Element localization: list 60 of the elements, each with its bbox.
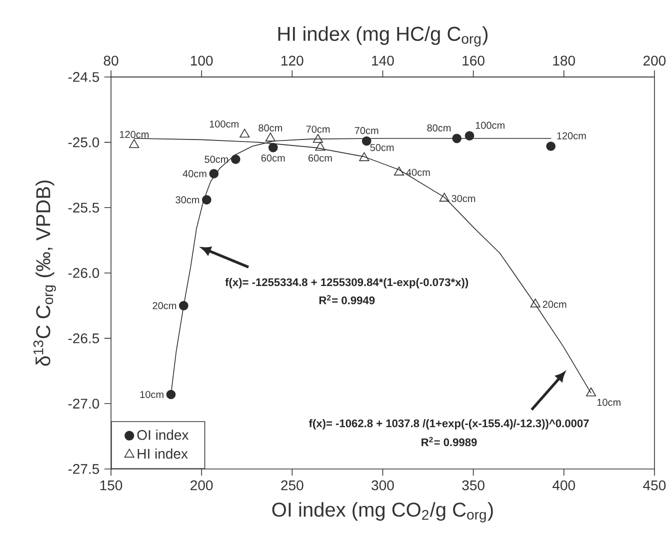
x-tick-label: 250 — [281, 480, 304, 490]
y-tick-label: -27.0 — [68, 398, 100, 409]
x2-tick-label: 120 — [282, 56, 304, 66]
x-tick-label: 450 — [643, 480, 666, 490]
annotation: 100cm — [476, 122, 504, 129]
point — [230, 154, 240, 164]
x2-tick-label: 100 — [190, 56, 213, 66]
annotation: 100cm — [210, 120, 238, 128]
annotation: 20cm — [152, 302, 176, 310]
point — [452, 134, 462, 144]
annotation: 50cm — [204, 156, 228, 163]
point — [362, 136, 372, 146]
x2-tick-label: 200 — [643, 56, 666, 66]
annotation: 10cm — [140, 390, 164, 398]
x-tick-label: 400 — [552, 480, 576, 490]
y-axis-title: δ$^{13}$C C$_{org}$ (‰, VPDB) — [33, 180, 56, 366]
annotation: 50cm — [370, 144, 394, 152]
annotation: 40cm — [406, 168, 430, 176]
y-tick-label: -26.5 — [68, 333, 100, 344]
annotation: 120cm — [557, 132, 586, 140]
annotation: 60cm — [261, 154, 285, 162]
y-tick-label: -27.5 — [68, 464, 100, 474]
point — [268, 142, 278, 152]
x2-tick-label: 160 — [462, 56, 484, 66]
x-tick-label: 200 — [190, 480, 213, 490]
legend-label: OI index — [137, 430, 189, 440]
x2-tick-label: 80 — [104, 56, 118, 66]
point — [202, 195, 212, 204]
annotation: R$^{2}$= 0.9949 — [319, 295, 375, 304]
annotation: 70cm — [306, 126, 330, 133]
annotation: 80cm — [427, 124, 451, 132]
annotation: R$^{2}$= 0.9989 — [422, 436, 477, 446]
x-tick-label: 350 — [462, 480, 484, 490]
point — [546, 142, 556, 151]
annotation: 80cm — [258, 124, 282, 132]
y-tick-label: -26.0 — [68, 268, 100, 278]
annotation: 40cm — [182, 170, 206, 178]
point — [178, 300, 188, 310]
point — [166, 390, 176, 400]
annotation: 70cm — [354, 127, 378, 134]
y-tick-label: -24.5 — [68, 72, 100, 82]
annotation: 20cm — [542, 300, 566, 308]
y-tick-label: -25.0 — [68, 137, 100, 148]
annotation: f(x)= -1255334.8 + 1255309.84*(1-exp(-0.073*x)) — [225, 278, 468, 288]
annotation: 30cm — [452, 194, 476, 202]
point — [209, 169, 219, 178]
annotation: 30cm — [176, 196, 200, 204]
x-tick-label: 150 — [100, 480, 122, 490]
x2-tick-label: 180 — [553, 56, 576, 66]
annotation: 120cm — [120, 130, 149, 138]
x-tick-label: 300 — [372, 480, 394, 490]
legend-label: HI index — [138, 448, 188, 459]
x2-tick-label: 140 — [372, 56, 394, 66]
y-tick-label: -25.5 — [68, 202, 100, 213]
annotation: f(x)= -1062.8 + 1037.8 /(1+exp(-(x-155.4)/-12.3))^0.0007 — [308, 419, 589, 430]
annotation: 60cm — [308, 154, 332, 162]
x2-axis-title: HI index (mg HC/g C$_{org}$) — [278, 26, 488, 47]
annotation: 10cm — [597, 398, 620, 406]
point — [464, 131, 474, 140]
x-axis-title: OI index (mg CO$_{2}$/g C$_{org}$) — [272, 502, 493, 522]
